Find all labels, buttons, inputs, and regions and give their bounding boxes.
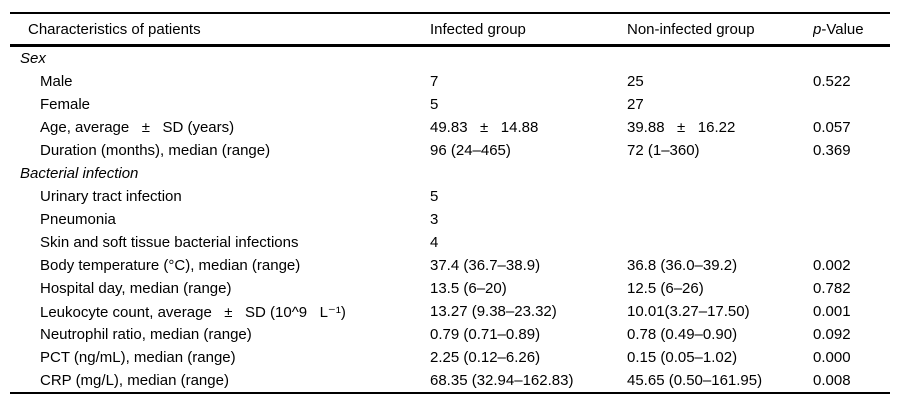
cell-characteristic: Male [40, 73, 73, 90]
cell-p-value [813, 162, 890, 185]
table-row: Leukocyte count, average ± SD (10^9 L⁻¹)… [10, 300, 890, 323]
cell-characteristic: Duration (months), median (range) [40, 142, 271, 159]
cell-characteristic: Age, average ± SD (years) [40, 119, 235, 136]
cell-non-infected-value: 25 [627, 73, 644, 90]
cell-characteristic: PCT (ng/mL), median (range) [40, 349, 236, 366]
table-row: Hospital day, median (range) 13.5 (6–20) 1… [10, 277, 890, 300]
cell-p-value: 0.000 [813, 349, 851, 366]
cell-infected-value: 7 [430, 73, 439, 90]
table-row: PCT (ng/mL), median (range) 2.25 (0.12–6.… [10, 346, 890, 369]
cell-non-infected-value: 72 (1–360) [627, 142, 700, 159]
cell-non-infected-value [627, 208, 813, 231]
cell-p-value: 0.092 [813, 326, 851, 343]
cell-p-value [813, 185, 890, 208]
table-row: Urinary tract infection 5 [10, 185, 890, 208]
cell-non-infected-value: 36.8 (36.0–39.2) [627, 257, 738, 274]
p-value-italic-p: p [813, 20, 822, 38]
cell-characteristic: Leukocyte count, average ± SD (10^9 L⁻¹) [40, 303, 346, 321]
cell-p-value: 0.782 [813, 280, 851, 297]
cell-p-value: 0.002 [813, 257, 851, 274]
table-header: Characteristics of patients Infected gro… [10, 13, 890, 46]
cell-infected-value: 13.27 (9.38–23.32) [430, 303, 557, 320]
cell-infected-value: 2.25 (0.12–6.26) [430, 349, 541, 366]
cell-characteristic: Female [40, 96, 91, 113]
p-value-rest: -Value [821, 20, 864, 38]
cell-p-value [813, 208, 890, 231]
cell-characteristic: Neutrophil ratio, median (range) [40, 326, 252, 343]
cell-non-infected-value: 10.01(3.27–17.50) [627, 303, 750, 320]
cell-characteristic: Skin and soft tissue bacterial infection… [40, 234, 299, 251]
cell-p-value [813, 93, 890, 116]
section-row: Sex [10, 46, 890, 71]
header-row: Characteristics of patients Infected gro… [10, 13, 890, 46]
cell-characteristic: Bacterial infection [20, 165, 139, 182]
patient-characteristics-table: Characteristics of patients Infected gro… [10, 12, 890, 394]
table-row: Age, average ± SD (years) 49.83 ± 14.88 39… [10, 116, 890, 139]
cell-infected-value: 5 [430, 96, 439, 113]
cell-non-infected-value: 0.15 (0.05–1.02) [627, 349, 738, 366]
cell-characteristic: Hospital day, median (range) [40, 280, 232, 297]
cell-characteristic: Sex [20, 50, 46, 67]
cell-infected-value: 96 (24–465) [430, 142, 511, 159]
table-row: Body temperature (°C), median (range) 37.… [10, 254, 890, 277]
header-non-infected-group: Non-infected group [627, 20, 755, 38]
table-row: Pneumonia 3 [10, 208, 890, 231]
cell-infected-value: 37.4 (36.7–38.9) [430, 257, 541, 274]
table-row: CRP (mg/L), median (range) 68.35 (32.94–1… [10, 369, 890, 393]
header-characteristics-of-patients: Characteristics of patients [28, 20, 201, 38]
cell-p-value: 0.008 [813, 372, 851, 389]
cell-characteristic: CRP (mg/L), median (range) [40, 372, 229, 389]
cell-characteristic: Body temperature (°C), median (range) [40, 257, 301, 274]
cell-infected-value: 0.79 (0.71–0.89) [430, 326, 541, 343]
table-row: Female 5 27 [10, 93, 890, 116]
cell-infected-value: 49.83 ± 14.88 [430, 119, 539, 136]
cell-p-value: 0.057 [813, 119, 851, 136]
cell-infected-value: 13.5 (6–20) [430, 280, 507, 297]
cell-p-value: 0.369 [813, 142, 851, 159]
cell-infected-value: 68.35 (32.94–162.83) [430, 372, 574, 389]
header-p-value: p-Value [813, 13, 890, 46]
header-infected-group: Infected group [430, 20, 526, 38]
cell-p-value [813, 46, 890, 71]
cell-non-infected-value [627, 162, 813, 185]
cell-infected-value [430, 162, 627, 185]
cell-non-infected-value: 39.88 ± 16.22 [627, 119, 736, 136]
cell-characteristic: Urinary tract infection [40, 188, 182, 205]
cell-non-infected-value: 45.65 (0.50–161.95) [627, 372, 763, 389]
cell-infected-value: 3 [430, 211, 439, 228]
cell-infected-value: 4 [430, 234, 439, 251]
cell-non-infected-value [627, 185, 813, 208]
cell-non-infected-value [627, 231, 813, 254]
cell-non-infected-value: 27 [627, 96, 644, 113]
table-row: Male 7 25 0.522 [10, 70, 890, 93]
cell-p-value [813, 231, 890, 254]
table-row: Duration (months), median (range) 96 (24–… [10, 139, 890, 162]
section-row: Bacterial infection [10, 162, 890, 185]
cell-p-value: 0.522 [813, 73, 851, 90]
cell-non-infected-value [627, 46, 813, 71]
cell-non-infected-value: 0.78 (0.49–0.90) [627, 326, 738, 343]
cell-characteristic: Pneumonia [40, 211, 116, 228]
table-row: Neutrophil ratio, median (range) 0.79 (0.… [10, 323, 890, 346]
cell-non-infected-value: 12.5 (6–26) [627, 280, 704, 297]
cell-infected-value [430, 46, 627, 71]
table-body: Sex Male 7 25 0.522 Female 5 27 Age, average ± S… [10, 46, 890, 394]
cell-infected-value: 5 [430, 188, 439, 205]
table-row: Skin and soft tissue bacterial infection… [10, 231, 890, 254]
cell-p-value: 0.001 [813, 303, 851, 320]
